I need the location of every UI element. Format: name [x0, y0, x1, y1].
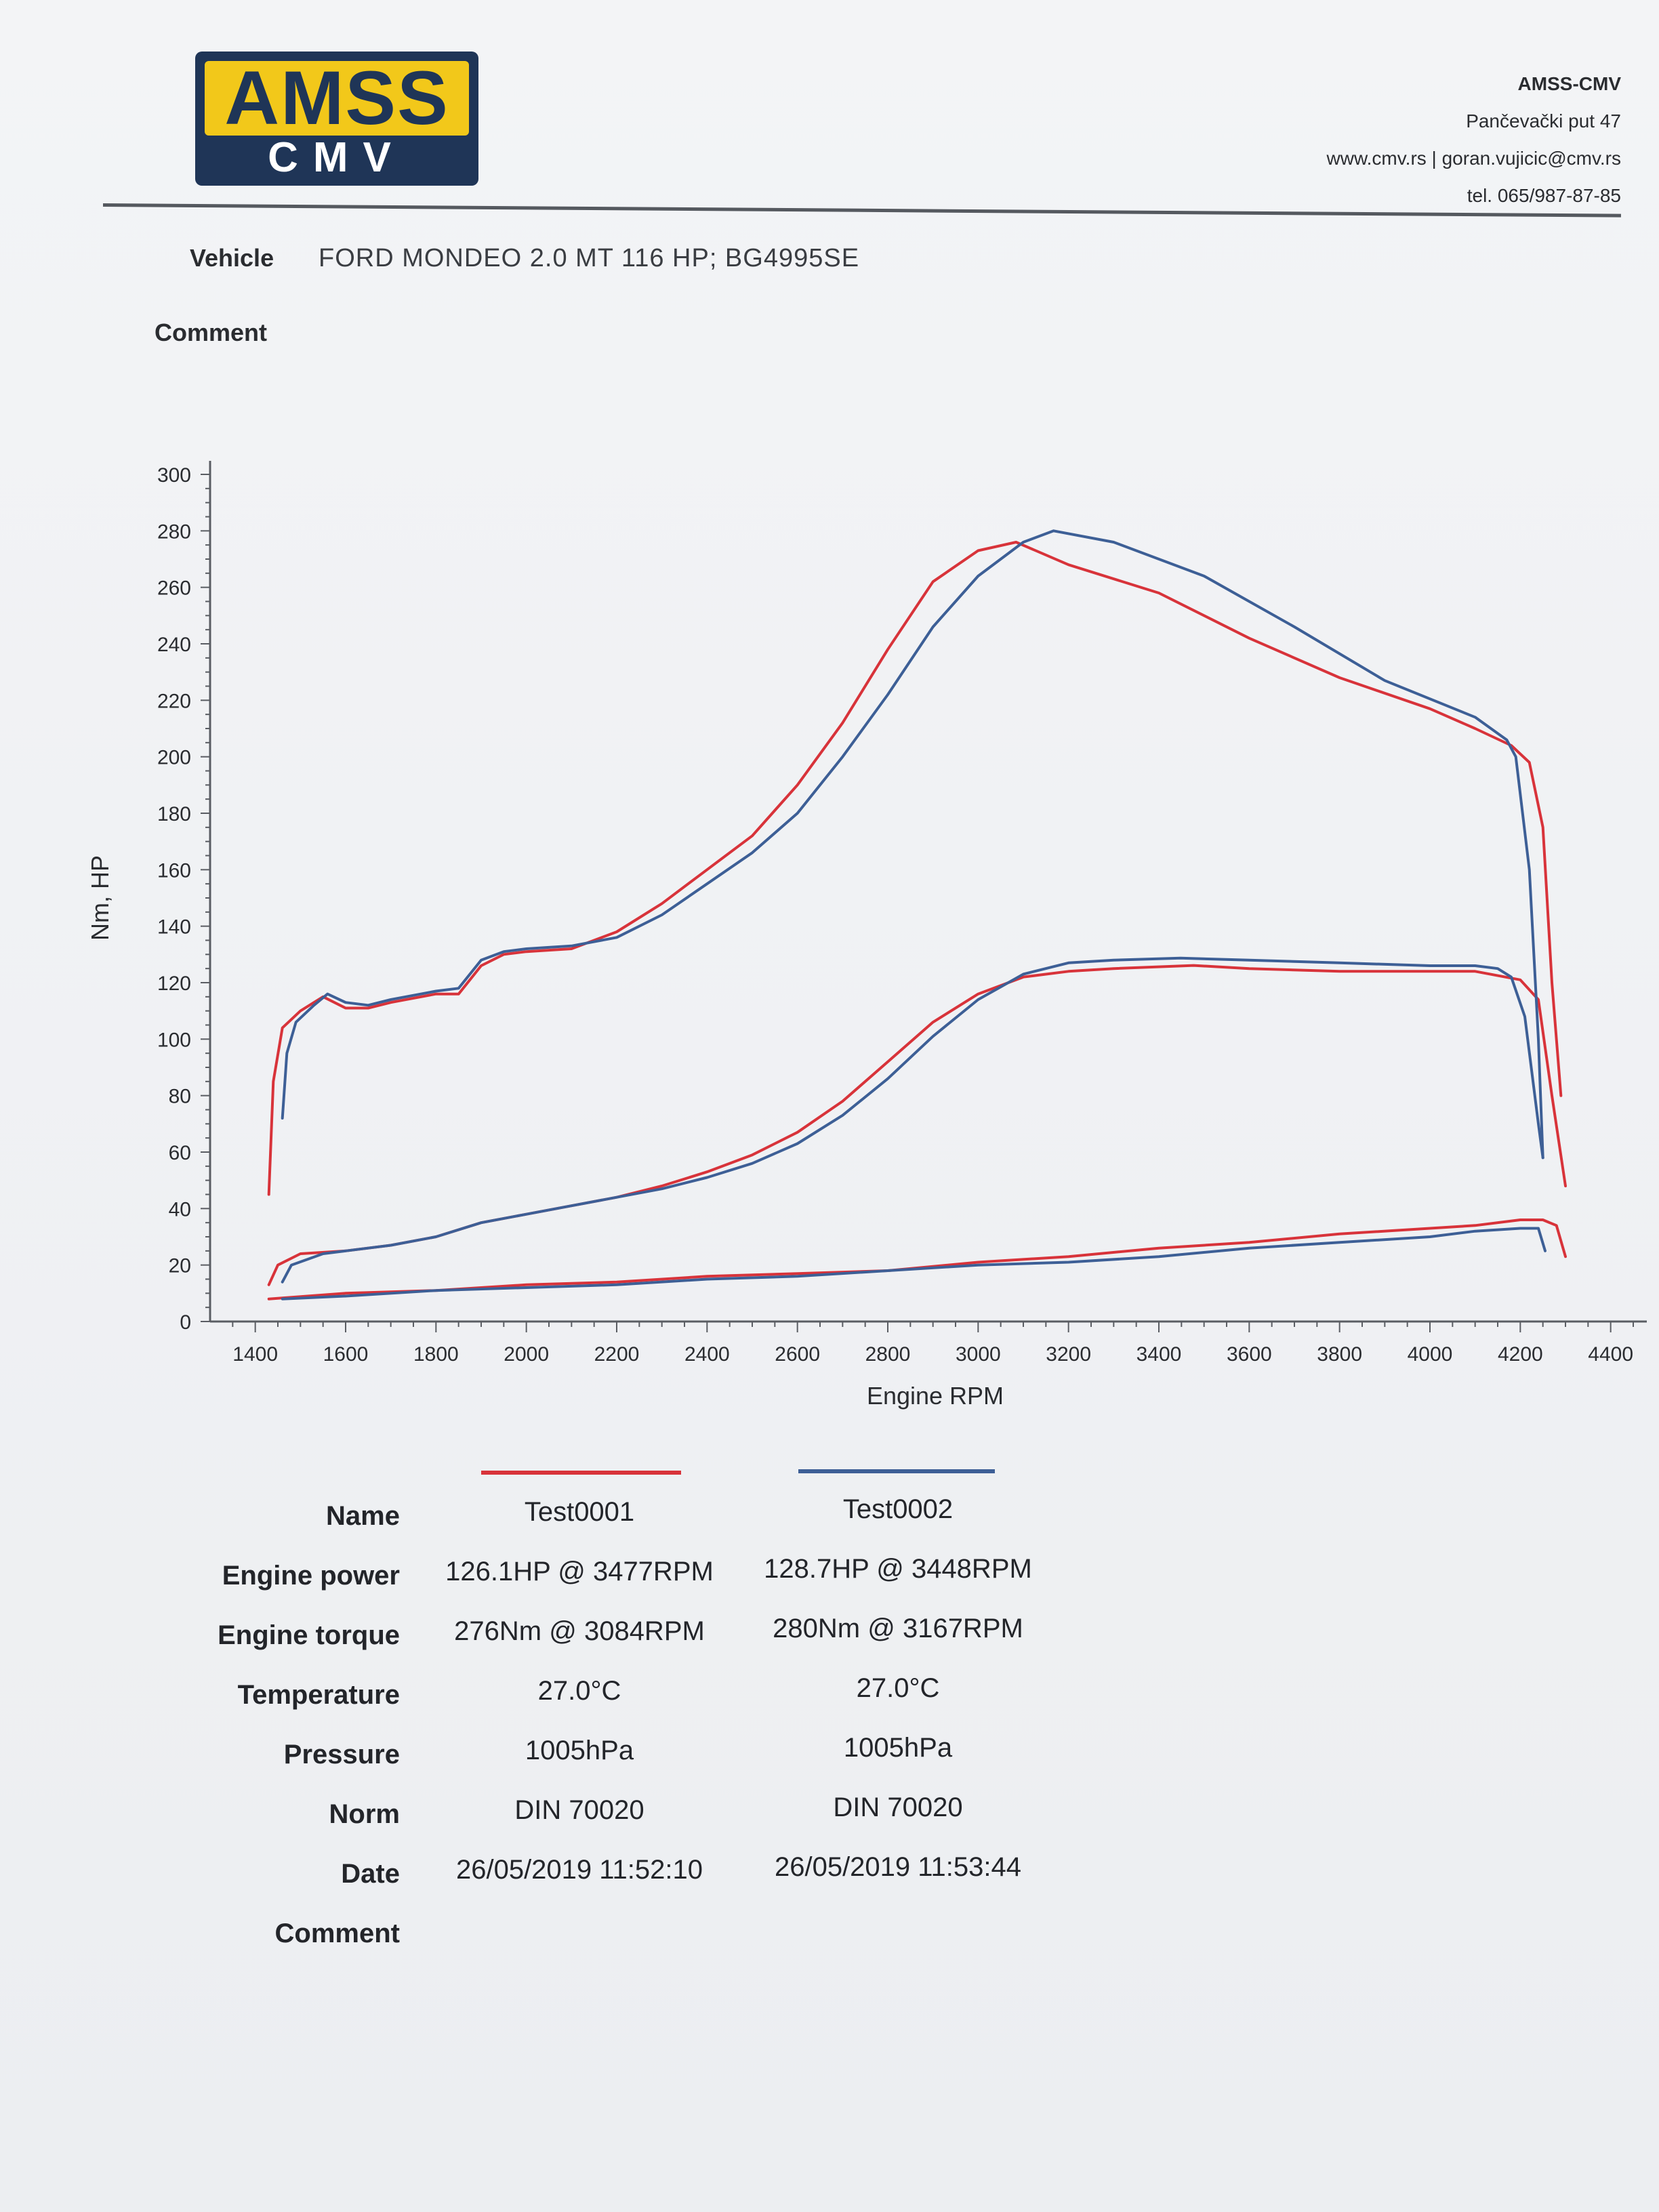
vehicle-value: FORD MONDEO 2.0 MT 116 HP; BG4995SE: [319, 244, 860, 272]
y-tick-label: 60: [169, 1142, 191, 1164]
test0001-name: Test0001: [524, 1497, 635, 1527]
series-line-test0002-torque: [281, 529, 1544, 1160]
row-label-norm: Norm: [329, 1799, 400, 1829]
x-tick-label: 2000: [504, 1343, 549, 1366]
company-web-email: www.cmv.rs | goran.vujicic@cmv.rs: [1326, 148, 1621, 169]
x-tick-label: 4400: [1588, 1343, 1633, 1366]
company-info: AMSS-CMV Pančevački put 47 www.cmv.rs | …: [1327, 65, 1621, 214]
company-phone: tel. 065/987-87-85: [1467, 185, 1621, 206]
x-tick-label: 2800: [865, 1343, 911, 1366]
x-tick-label: 2200: [594, 1343, 640, 1366]
legend-line-test0001: [481, 1471, 681, 1475]
vehicle-label: Vehicle: [190, 244, 274, 272]
test0002-engine-torque: 280Nm @ 3167RPM: [773, 1614, 1023, 1643]
x-tick-label: 3800: [1317, 1343, 1362, 1366]
y-tick-label: 260: [157, 577, 191, 600]
y-tick-label: 280: [157, 520, 191, 543]
row-label-temperature: Temperature: [237, 1680, 400, 1710]
y-tick-label: 200: [157, 747, 191, 769]
series-line-test0001-torque: [267, 541, 1563, 1196]
x-tick-label: 3200: [1046, 1343, 1091, 1366]
row-label-name: Name: [326, 1501, 400, 1531]
y-tick-label: 240: [157, 634, 191, 656]
y-tick-label: 80: [169, 1086, 191, 1108]
test0001-pressure: 1005hPa: [525, 1736, 634, 1765]
test0002-name: Test0002: [842, 1494, 954, 1524]
company-address: Pančevački put 47: [1466, 110, 1621, 131]
test0002-pressure: 1005hPa: [843, 1733, 953, 1763]
row-label-engine-power: Engine power: [222, 1561, 400, 1591]
test0002-norm: DIN 70020: [833, 1793, 963, 1822]
row-label-date: Date: [341, 1859, 400, 1889]
y-tick-label: 180: [157, 803, 191, 825]
dyno-chart: 1400 1600 1800 2000 2200 2400 2600 2800 3000 3200…: [86, 461, 1647, 1410]
x-tick-label: 3400: [1136, 1343, 1182, 1366]
y-tick-label: 220: [157, 690, 191, 712]
x-tick-label: 2400: [684, 1343, 730, 1366]
x-tick-label: 4000: [1408, 1343, 1453, 1366]
row-label-engine-torque: Engine torque: [218, 1620, 400, 1650]
test0001-engine-power: 126.1HP @ 3477RPM: [445, 1557, 714, 1586]
x-tick-label: 1800: [413, 1343, 459, 1366]
y-tick-label: 0: [180, 1311, 191, 1334]
x-tick-label: 1400: [232, 1343, 278, 1366]
x-tick-label: 2600: [775, 1343, 820, 1366]
series-line-test0002-loss: [281, 1227, 1547, 1300]
y-tick-label: 40: [169, 1198, 191, 1221]
test0001-norm: DIN 70020: [514, 1795, 644, 1825]
x-tick-label: 3600: [1227, 1343, 1272, 1366]
y-axis-title: Nm, HP: [86, 855, 114, 941]
test0001-engine-torque: 276Nm @ 3084RPM: [454, 1616, 705, 1646]
legend-line-test0002: [798, 1469, 995, 1473]
x-tick-label: 1600: [323, 1343, 369, 1366]
series-line-test0002-power: [281, 956, 1544, 1284]
x-tick-label: 4200: [1498, 1343, 1543, 1366]
test0002-engine-power: 128.7HP @ 3448RPM: [764, 1554, 1032, 1584]
comment-label: Comment: [155, 319, 268, 346]
company-name: AMSS-CMV: [1517, 73, 1621, 94]
row-label-comment: Comment: [274, 1919, 400, 1948]
logo-wordmark-top: AMSS: [205, 60, 469, 136]
row-label-pressure: Pressure: [283, 1740, 400, 1769]
logo-wordmark-bottom: CMV: [268, 134, 406, 181]
y-tick-label: 120: [157, 972, 191, 995]
y-tick-label: 160: [157, 859, 191, 882]
test0001-temperature: 27.0°C: [537, 1676, 621, 1706]
test0002-date: 26/05/2019 11:53:44: [774, 1852, 1022, 1882]
series-line-test0001-loss: [267, 1218, 1567, 1300]
y-tick-label: 140: [157, 916, 191, 939]
x-axis-title: Engine RPM: [867, 1382, 1004, 1410]
test0001-date: 26/05/2019 11:52:10: [455, 1855, 703, 1885]
amss-cmv-logo: AMSS CMV: [195, 52, 478, 186]
y-tick-label: 20: [169, 1255, 191, 1277]
y-tick-label: 300: [157, 464, 191, 487]
x-tick-label: 3000: [956, 1343, 1001, 1366]
series-line-test0001-power: [267, 964, 1567, 1286]
test0002-temperature: 27.0°C: [856, 1673, 940, 1703]
y-tick-label: 100: [157, 1029, 191, 1051]
